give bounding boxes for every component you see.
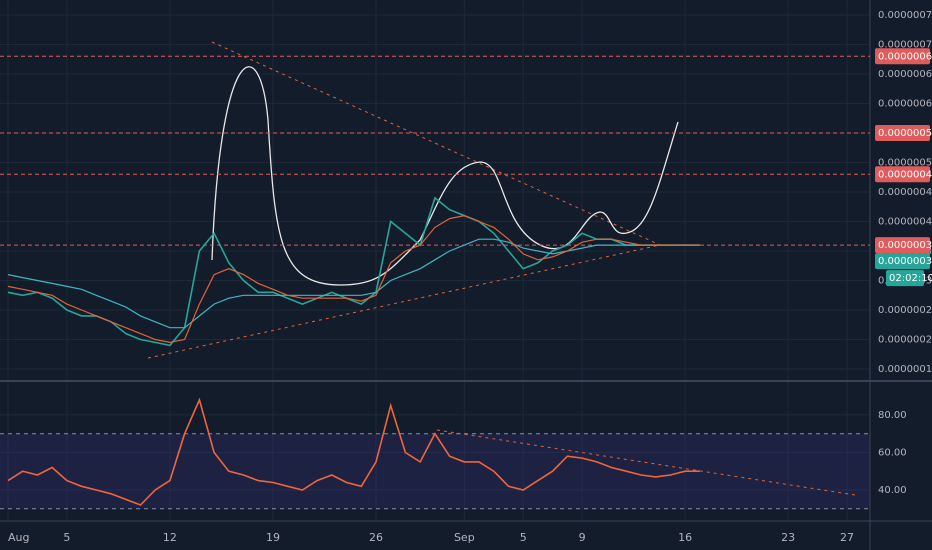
level-label: 0.00000048 <box>875 166 932 183</box>
level-label-text: 0.00000036 <box>878 240 932 251</box>
countdown-box <box>886 270 924 287</box>
y-tick-label: 0.00000015 <box>878 364 932 375</box>
pattern-curve <box>211 66 679 286</box>
countdown-text: 02:02:10 <box>889 273 932 284</box>
series-line <box>7 397 700 506</box>
y-tick-label: 0.00000025 <box>878 305 932 316</box>
y-tick-label: 80.00 <box>878 410 907 421</box>
x-tick-label: 5 <box>63 531 70 544</box>
current-price: 0.00000036 <box>875 253 932 270</box>
current-price-text: 0.00000036 <box>878 256 932 267</box>
rsi-band <box>0 433 870 509</box>
level-label-text: 0.00000048 <box>878 169 932 180</box>
x-tick-label: 9 <box>579 531 586 544</box>
trendline <box>147 244 661 359</box>
x-tick-label: Sep <box>454 531 475 544</box>
y-tick-label: 0.00000065 <box>878 69 932 80</box>
x-tick-label: 26 <box>369 531 383 544</box>
level-label: 0.00000036 <box>875 237 932 254</box>
x-tick-label: 27 <box>840 531 854 544</box>
y-tick-label: 0.00000075 <box>878 10 932 21</box>
level-label-box <box>875 48 930 65</box>
level-label-box <box>875 237 930 254</box>
y-tick-label: 0.00000045 <box>878 187 932 198</box>
countdown: 02:02:10 <box>886 270 932 287</box>
x-tick-label: 23 <box>781 531 795 544</box>
y-tick-label: 40.00 <box>878 485 907 496</box>
series-line <box>7 238 700 329</box>
level-label-box <box>875 125 930 141</box>
marks: 0.00000068 0.00000055 0.00000048 0.00000036… <box>0 48 932 506</box>
x-tick-label: 12 <box>163 531 177 544</box>
current-price-box <box>875 253 930 270</box>
x-tick-label: Aug <box>8 531 29 544</box>
level-label-text: 0.00000055 <box>878 128 932 139</box>
series-line <box>7 214 700 344</box>
level-label: 0.00000068 <box>875 48 932 65</box>
level-label-text: 0.00000068 <box>878 51 932 62</box>
series-line <box>7 196 700 347</box>
rsi-trendline <box>436 429 856 496</box>
x-tick-label: 16 <box>678 531 692 544</box>
y-tick-label: 60.00 <box>878 447 907 458</box>
x-tick-label: 5 <box>520 531 527 544</box>
trendline <box>211 41 661 246</box>
x-tick-label: 19 <box>266 531 280 544</box>
level-label: 0.00000055 <box>875 125 932 141</box>
level-label-box <box>875 166 930 183</box>
